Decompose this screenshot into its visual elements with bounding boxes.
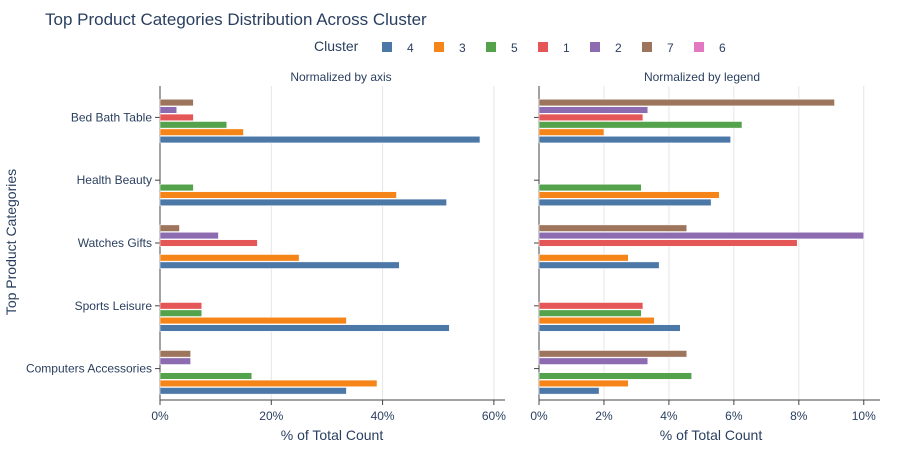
bar-cluster-2-bed-bath-table[interactable] [159,106,177,114]
x-axis-label: % of Total Count [281,427,384,443]
chart-title: Top Product Categories Distribution Acro… [45,10,427,29]
bar-cluster-5-bed-bath-table[interactable] [159,121,228,129]
x-tick-label: 6% [725,409,743,423]
x-tick-label: 20% [259,409,283,423]
bar-cluster-1-watches-gifts[interactable] [159,239,258,247]
bar-cluster-3-sports-leisure[interactable] [538,317,655,325]
bar-cluster-7-watches-gifts[interactable] [159,224,180,232]
bar-cluster-2-computers-accessories[interactable] [159,357,191,365]
bar-cluster-5-health-beauty[interactable] [159,184,194,192]
legend-swatch-1[interactable] [538,42,548,52]
bar-cluster-7-computers-accessories[interactable] [538,350,688,358]
bar-cluster-3-computers-accessories[interactable] [159,379,378,387]
bar-cluster-3-sports-leisure[interactable] [159,317,347,325]
panel-subtitle: Normalized by axis [290,70,391,84]
legend-label-7[interactable]: 7 [667,41,674,55]
legend-label-4[interactable]: 4 [407,41,414,55]
legend-label-3[interactable]: 3 [459,41,466,55]
y-tick-label-bed-bath-table: Bed Bath Table [71,110,153,124]
bar-cluster-5-computers-accessories[interactable] [538,372,692,380]
bar-cluster-7-bed-bath-table[interactable] [538,99,835,107]
bar-cluster-4-sports-leisure[interactable] [538,324,681,332]
legend-swatch-6[interactable] [694,42,704,52]
bar-cluster-1-bed-bath-table[interactable] [538,113,644,121]
x-tick-label: 8% [790,409,808,423]
bar-cluster-7-bed-bath-table[interactable] [159,99,194,107]
x-tick-label: 60% [482,409,506,423]
y-axis-label: Top Product Categories [3,169,19,315]
bar-cluster-5-sports-leisure[interactable] [159,309,202,317]
bar-cluster-4-sports-leisure[interactable] [159,324,450,332]
panel-normalized-by-axis: Normalized by axis % of Total Count 0% 20… [26,70,506,443]
x-tick-label: 10% [852,409,876,423]
x-axis-label: % of Total Count [660,427,763,443]
y-tick-label-watches-gifts: Watches Gifts [78,236,152,250]
bar-cluster-4-bed-bath-table[interactable] [538,136,731,144]
bar-cluster-1-sports-leisure[interactable] [159,302,202,310]
legend-label-5[interactable]: 5 [511,41,518,55]
bar-cluster-3-watches-gifts[interactable] [159,254,300,262]
bar-cluster-4-bed-bath-table[interactable] [159,136,481,144]
legend-swatch-2[interactable] [590,42,600,52]
bar-cluster-5-sports-leisure[interactable] [538,309,642,317]
bar-cluster-5-health-beauty[interactable] [538,184,642,192]
y-tick-label-sports-leisure: Sports Leisure [75,299,153,313]
bar-cluster-4-computers-accessories[interactable] [538,387,600,395]
bar-cluster-5-bed-bath-table[interactable] [538,121,743,129]
bar-cluster-4-computers-accessories[interactable] [159,387,347,395]
bar-cluster-1-bed-bath-table[interactable] [159,113,194,121]
bar-cluster-1-watches-gifts[interactable] [538,239,798,247]
legend-label-1[interactable]: 1 [563,41,570,55]
bar-cluster-2-watches-gifts[interactable] [159,232,219,240]
bar-cluster-5-computers-accessories[interactable] [159,372,253,380]
bar-cluster-2-bed-bath-table[interactable] [538,106,649,114]
x-tick-label: 2% [595,409,613,423]
bar-cluster-3-health-beauty[interactable] [538,191,720,199]
panel-normalized-by-legend: Normalized by legend % of Total Count 0%… [530,70,880,443]
x-tick-label: 0% [530,409,548,423]
legend-title: Cluster [314,38,359,54]
x-tick-label: 40% [371,409,395,423]
bar-cluster-2-computers-accessories[interactable] [538,357,649,365]
gridlines [270,86,495,400]
x-tick-label: 0% [151,409,169,423]
bar-cluster-3-watches-gifts[interactable] [538,254,629,262]
legend-swatch-5[interactable] [486,42,496,52]
bar-cluster-4-watches-gifts[interactable] [538,261,660,269]
bar-cluster-7-watches-gifts[interactable] [538,224,688,232]
bar-cluster-4-watches-gifts[interactable] [159,261,400,269]
x-tick-label: 4% [660,409,678,423]
bar-cluster-3-bed-bath-table[interactable] [159,128,244,136]
bar-cluster-4-health-beauty[interactable] [159,198,447,206]
bar-cluster-7-computers-accessories[interactable] [159,350,191,358]
bar-cluster-3-computers-accessories[interactable] [538,379,629,387]
legend-swatch-7[interactable] [642,42,652,52]
y-tick-label-health-beauty: Health Beauty [77,173,152,187]
legend-swatch-3[interactable] [434,42,444,52]
bar-cluster-1-sports-leisure[interactable] [538,302,644,310]
legend-swatch-4[interactable] [382,42,392,52]
legend-label-6[interactable]: 6 [719,41,726,55]
y-tick-label-computers-accessories: Computers Accessories [26,362,152,376]
bar-cluster-2-watches-gifts[interactable] [538,232,865,240]
bar-cluster-4-health-beauty[interactable] [538,198,712,206]
panel-subtitle: Normalized by legend [644,70,760,84]
bar-cluster-3-bed-bath-table[interactable] [538,128,605,136]
legend-label-2[interactable]: 2 [615,41,622,55]
legend: Cluster 4 3 5 1 2 7 6 [314,38,726,55]
bar-cluster-3-health-beauty[interactable] [159,191,397,199]
